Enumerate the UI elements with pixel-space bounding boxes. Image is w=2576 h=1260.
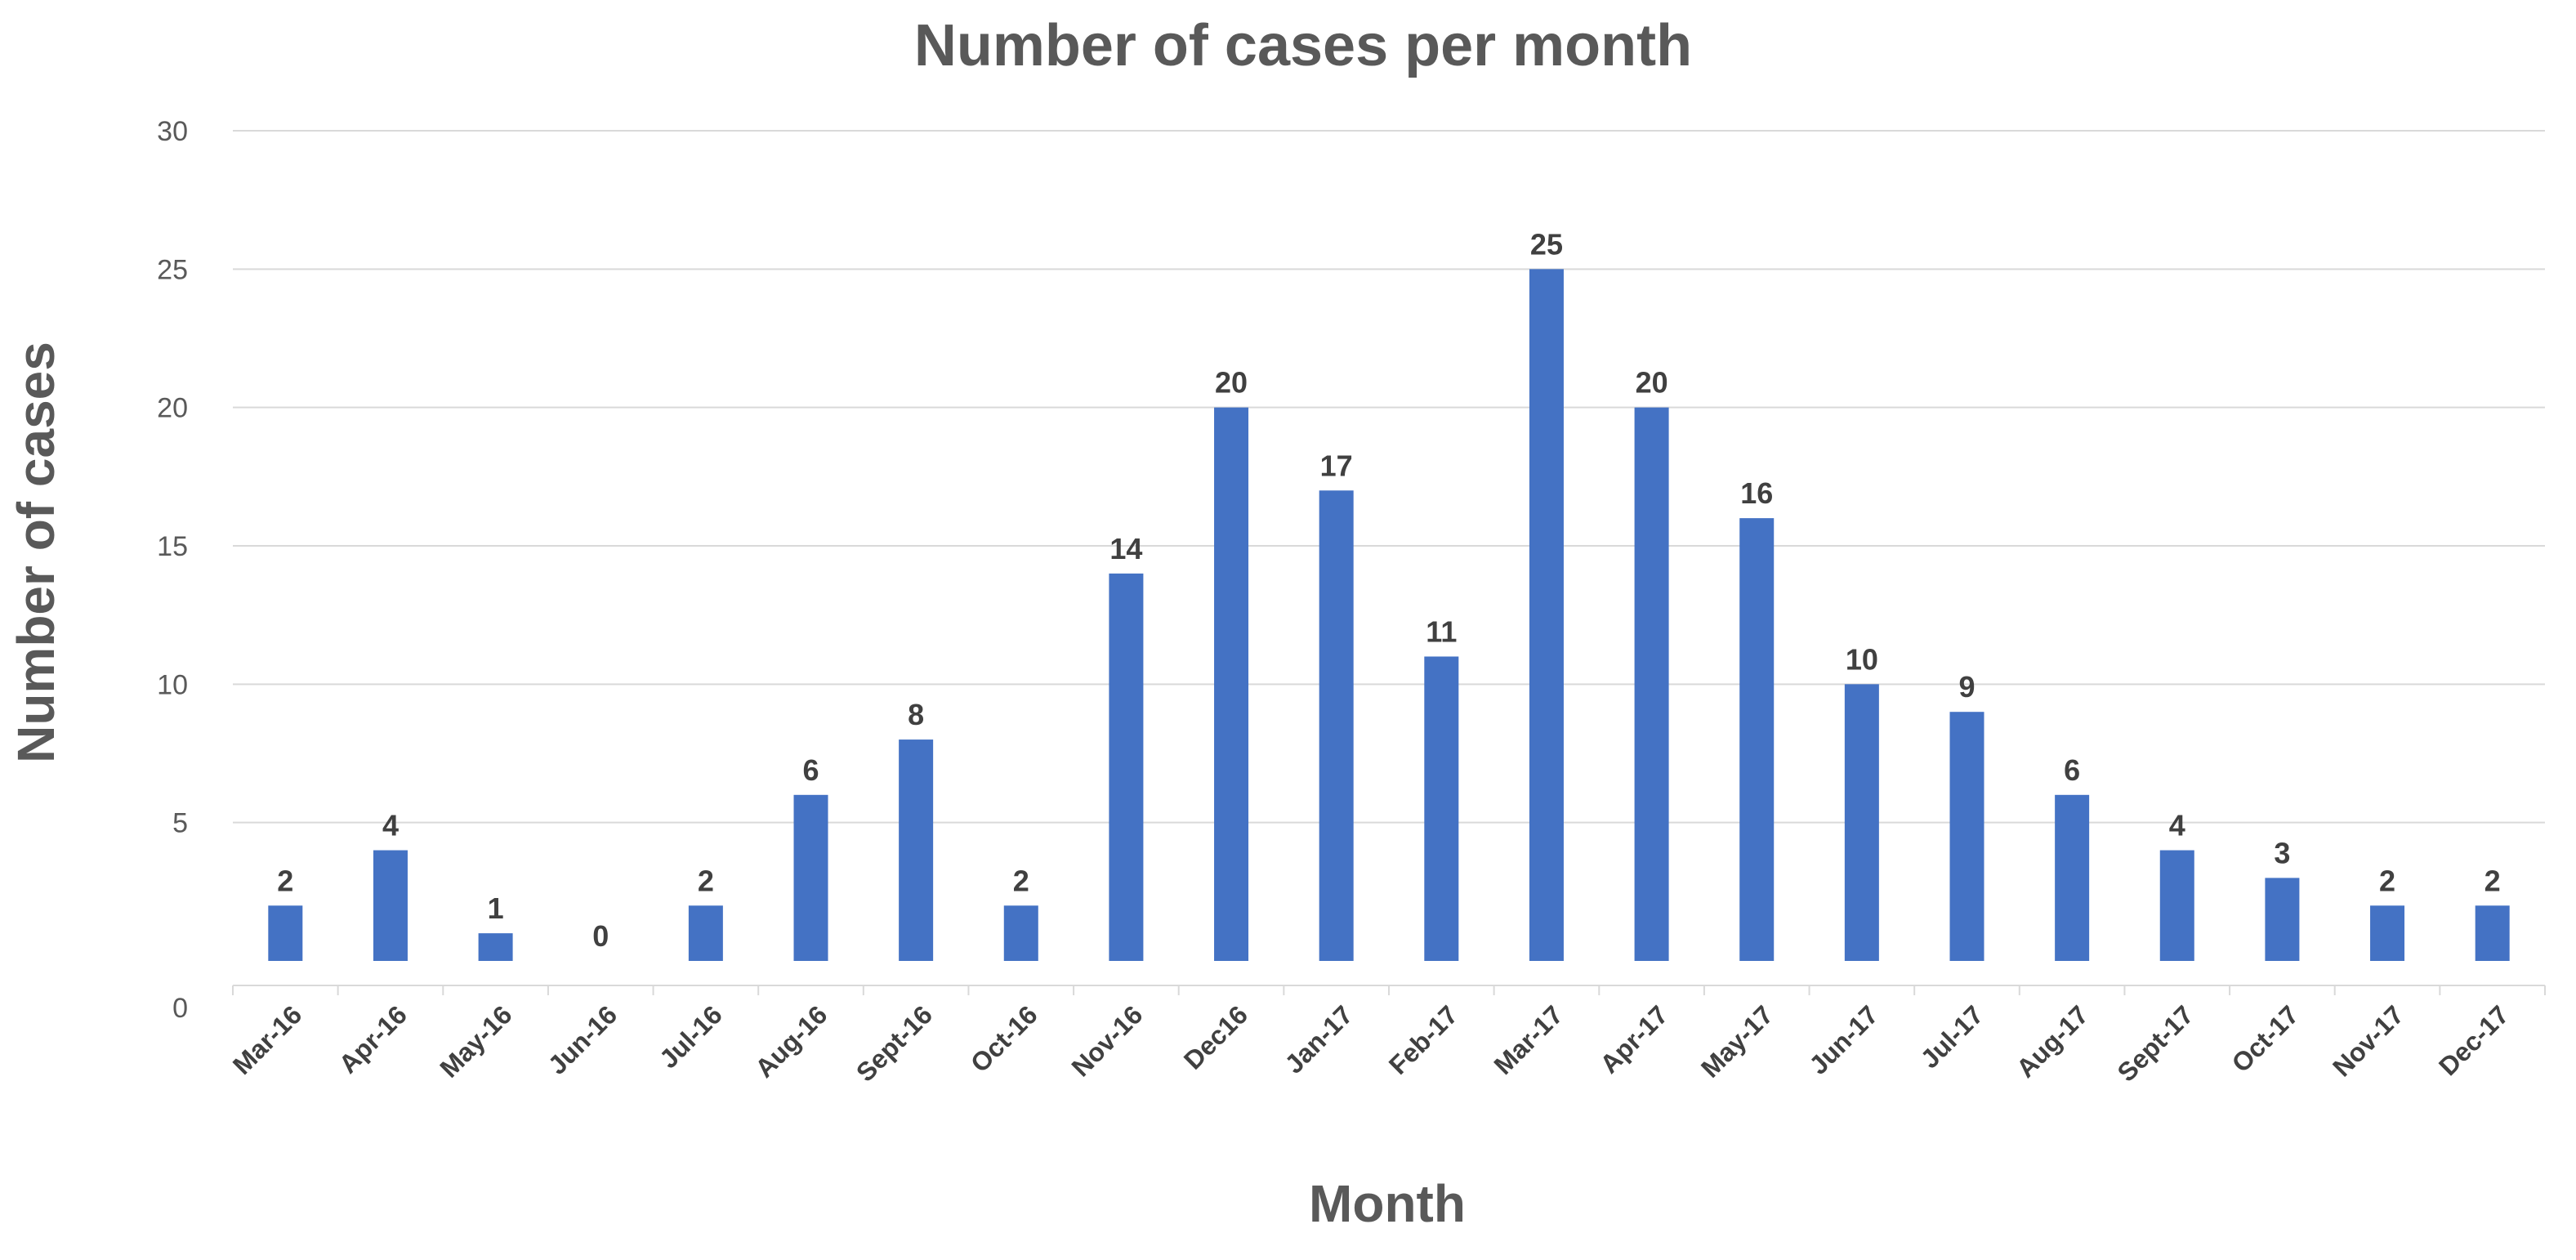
y-axis-tick-labels: 0 5 10 15 20 25 30 — [157, 116, 188, 1024]
x-tick-label-Jun-17: Jun-17 — [1803, 999, 1883, 1079]
bar-Apr-16 — [373, 850, 408, 961]
bar-Jan-17 — [1319, 490, 1354, 961]
x-axis: Mar-16 Apr-16 May-16 Jun-16 Jul-16 Aug-16 Sept… — [227, 985, 2546, 1088]
x-tick-label-Dec16: Dec16 — [1178, 999, 1253, 1075]
data-label-Nov-17: 2 — [2379, 864, 2395, 897]
data-label-May-16: 1 — [488, 891, 504, 925]
x-tick-label-Apr-16: Apr-16 — [333, 999, 413, 1079]
data-label-Sept-17: 4 — [2169, 809, 2185, 842]
y-axis-title: Number of cases — [7, 342, 65, 763]
x-tick-label-Aug-16: Aug-16 — [749, 999, 833, 1083]
x-tick-label-Mar-17: Mar-17 — [1489, 999, 1569, 1079]
data-label-Dec-17: 2 — [2484, 864, 2501, 897]
y-tick-label: 30 — [157, 116, 188, 147]
bar-Sept-16 — [899, 739, 934, 961]
bar-Mar-17 — [1529, 269, 1564, 961]
bar-Aug-16 — [793, 794, 828, 961]
x-tick-label-May-17: May-17 — [1695, 999, 1779, 1083]
data-label-Mar-17: 25 — [1530, 227, 1563, 261]
data-label-Jun-16: 0 — [592, 919, 609, 953]
data-label-Jan-17: 17 — [1320, 449, 1353, 482]
bar-May-17 — [1739, 518, 1775, 961]
x-tick-label-Jul-17: Jul-17 — [1915, 999, 1989, 1074]
bar-Nov-17 — [2370, 905, 2405, 961]
x-axis-title: Month — [1309, 1174, 1466, 1233]
data-label-Apr-17: 20 — [1636, 366, 1668, 400]
x-tick-label-Nov-17: Nov-17 — [2327, 999, 2409, 1082]
bars — [268, 269, 2510, 962]
y-tick-label: 0 — [172, 993, 188, 1024]
x-tick-label-Oct-17: Oct-17 — [2226, 999, 2304, 1078]
bar-Mar-16 — [268, 905, 303, 961]
y-tick-label: 5 — [172, 808, 188, 839]
x-tick-label-Nov-16: Nov-16 — [1065, 999, 1148, 1082]
y-tick-label: 25 — [157, 254, 188, 285]
bar-Dec16 — [1214, 407, 1249, 962]
x-tick-label-Dec-17: Dec-17 — [2433, 999, 2515, 1081]
bar-Feb-17 — [1424, 656, 1459, 961]
x-tick-label-Oct-16: Oct-16 — [965, 999, 1043, 1078]
data-label-Aug-16: 6 — [802, 753, 819, 787]
y-tick-label: 20 — [157, 393, 188, 424]
x-tick-label-Jul-16: Jul-16 — [654, 999, 728, 1074]
data-label-Aug-17: 6 — [2064, 753, 2080, 787]
chart-title: Number of cases per month — [914, 13, 1692, 78]
x-tick-label-Sept-17: Sept-17 — [2112, 999, 2199, 1087]
bar-Jul-17 — [1949, 712, 1984, 961]
data-label-May-17: 16 — [1740, 476, 1773, 510]
data-label-Nov-16: 14 — [1109, 532, 1142, 565]
bar-Oct-17 — [2265, 878, 2300, 961]
x-tick-label-Jan-17: Jan-17 — [1279, 999, 1358, 1079]
x-tick-label-Sept-16: Sept-16 — [850, 999, 938, 1087]
bar-Jul-16 — [688, 905, 723, 961]
y-tick-label: 10 — [157, 669, 188, 700]
bar-Oct-16 — [1003, 905, 1038, 961]
x-tick-label-May-16: May-16 — [434, 999, 517, 1083]
bar-Dec-17 — [2475, 905, 2510, 961]
data-label-Oct-16: 2 — [1013, 864, 1029, 897]
bar-May-16 — [478, 933, 513, 961]
data-label-Sept-16: 8 — [908, 698, 924, 731]
x-tick-label-Feb-17: Feb-17 — [1383, 999, 1463, 1079]
data-label-Mar-16: 2 — [277, 864, 293, 897]
x-tick-label-Mar-16: Mar-16 — [227, 999, 307, 1079]
data-label-Dec16: 20 — [1215, 366, 1248, 400]
data-label-Jun-17: 10 — [1846, 642, 1878, 676]
bar-Aug-17 — [2055, 794, 2090, 961]
bar-Sept-17 — [2159, 850, 2194, 961]
data-label-Apr-16: 4 — [382, 809, 399, 842]
data-label-Feb-17: 11 — [1426, 614, 1457, 648]
x-tick-label-Apr-17: Apr-17 — [1594, 999, 1673, 1079]
data-label-Jul-16: 2 — [698, 864, 714, 897]
data-label-Oct-17: 3 — [2274, 836, 2290, 869]
y-tick-label: 15 — [157, 531, 188, 562]
x-tick-label-Jun-16: Jun-16 — [542, 999, 623, 1079]
bar-Apr-17 — [1634, 407, 1669, 962]
gridlines — [233, 130, 2545, 824]
x-tick-label-Aug-17: Aug-17 — [2011, 999, 2094, 1083]
data-label-Jul-17: 9 — [1958, 670, 1975, 704]
bar-Jun-17 — [1844, 684, 1879, 961]
bar-Nov-16 — [1109, 573, 1144, 961]
